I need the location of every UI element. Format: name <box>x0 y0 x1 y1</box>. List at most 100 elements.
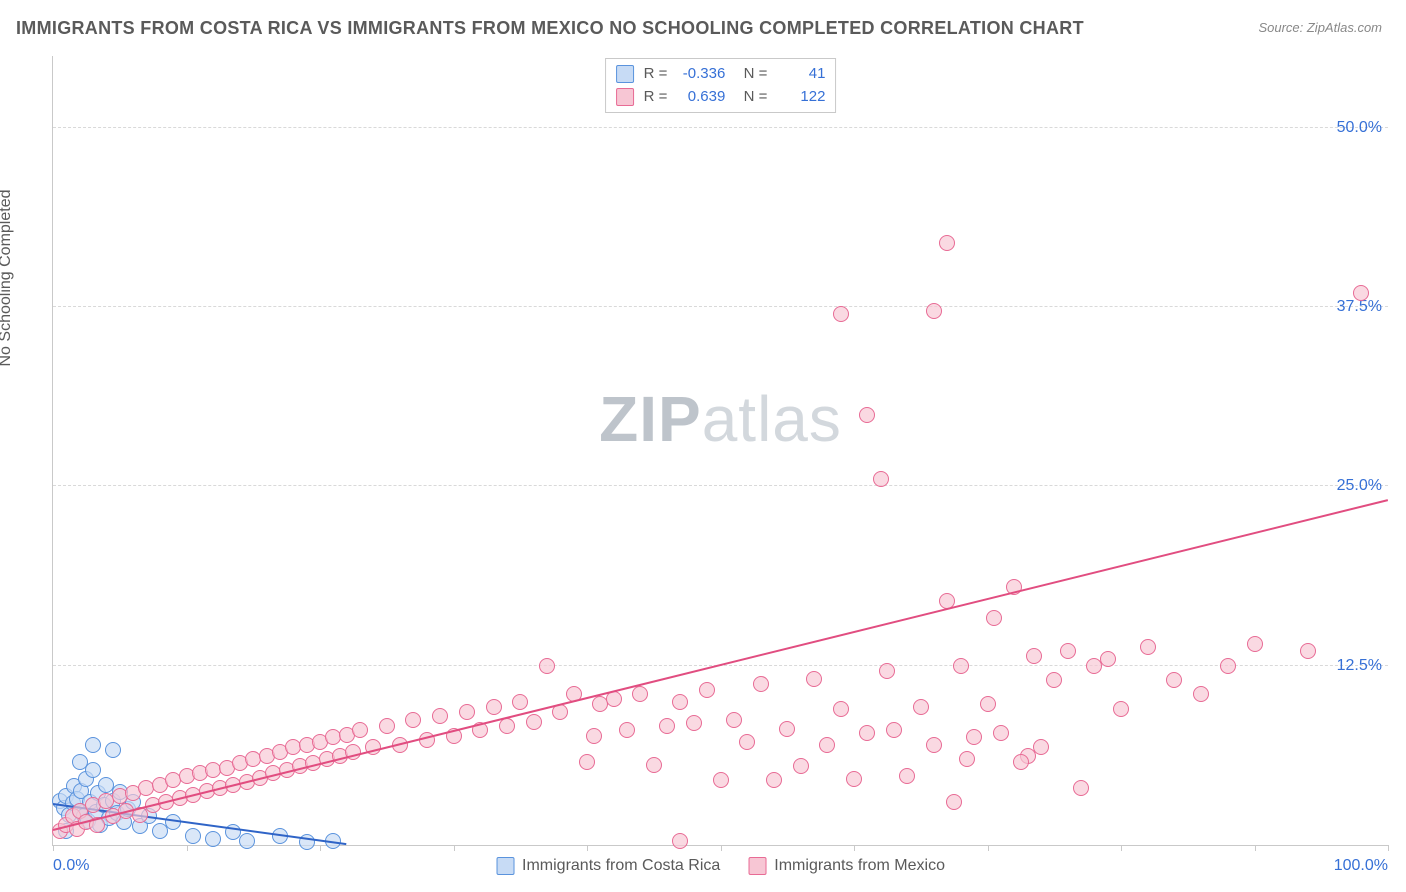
x-tick <box>988 845 989 851</box>
scatter-point-mexico <box>486 699 502 715</box>
scatter-point-mexico <box>926 303 942 319</box>
scatter-point-mexico <box>913 699 929 715</box>
scatter-point-mexico <box>539 658 555 674</box>
scatter-point-costa_rica <box>105 742 121 758</box>
scatter-point-mexico <box>659 718 675 734</box>
scatter-point-mexico <box>352 722 368 738</box>
scatter-point-mexico <box>632 686 648 702</box>
scatter-point-mexico <box>1300 643 1316 659</box>
x-tick <box>320 845 321 851</box>
swatch-costa-rica <box>616 65 634 83</box>
scatter-point-mexico <box>405 712 421 728</box>
scatter-point-mexico <box>1013 754 1029 770</box>
gridline <box>53 306 1388 307</box>
scatter-point-mexico <box>986 610 1002 626</box>
swatch-mexico-icon <box>748 857 766 875</box>
legend-item-mexico: Immigrants from Mexico <box>748 857 945 875</box>
scatter-point-mexico <box>686 715 702 731</box>
scatter-point-mexico <box>579 754 595 770</box>
y-tick-label: 50.0% <box>1337 119 1382 137</box>
scatter-point-mexico <box>1193 686 1209 702</box>
scatter-point-mexico <box>879 663 895 679</box>
scatter-point-mexico <box>1140 639 1156 655</box>
swatch-mexico <box>616 88 634 106</box>
scatter-point-costa_rica <box>85 737 101 753</box>
swatch-costa-rica-icon <box>496 857 514 875</box>
legend-row-mexico: R =0.639 N =122 <box>616 86 826 109</box>
scatter-point-mexico <box>726 712 742 728</box>
scatter-point-mexico <box>739 734 755 750</box>
x-tick <box>454 845 455 851</box>
scatter-point-mexico <box>859 725 875 741</box>
scatter-point-mexico <box>1247 636 1263 652</box>
scatter-point-mexico <box>859 407 875 423</box>
y-axis-label: No Schooling Completed <box>0 190 15 367</box>
x-tick <box>1255 845 1256 851</box>
scatter-point-mexico <box>1060 643 1076 659</box>
scatter-point-mexico <box>833 306 849 322</box>
scatter-point-mexico <box>946 794 962 810</box>
scatter-point-mexico <box>959 751 975 767</box>
scatter-point-mexico <box>512 694 528 710</box>
x-axis-min-label: 0.0% <box>53 857 89 875</box>
legend-label: Immigrants from Mexico <box>774 857 945 875</box>
scatter-point-mexico <box>993 725 1009 741</box>
correlation-legend: R =-0.336 N =41 R =0.639 N =122 <box>605 58 837 113</box>
scatter-point-mexico <box>833 701 849 717</box>
scatter-point-mexico <box>1353 285 1369 301</box>
x-tick <box>187 845 188 851</box>
scatter-point-mexico <box>793 758 809 774</box>
scatter-point-mexico <box>672 833 688 849</box>
legend-label: Immigrants from Costa Rica <box>522 857 720 875</box>
x-tick <box>1121 845 1122 851</box>
scatter-point-mexico <box>966 729 982 745</box>
scatter-point-mexico <box>1026 648 1042 664</box>
scatter-point-mexico <box>1220 658 1236 674</box>
scatter-point-mexico <box>619 722 635 738</box>
scatter-point-mexico <box>432 708 448 724</box>
scatter-point-mexico <box>1073 780 1089 796</box>
scatter-point-mexico <box>779 721 795 737</box>
x-axis-max-label: 100.0% <box>1334 857 1388 875</box>
scatter-point-mexico <box>1113 701 1129 717</box>
scatter-point-mexico <box>1033 739 1049 755</box>
y-tick-label: 37.5% <box>1337 298 1382 316</box>
y-tick-label: 25.0% <box>1337 477 1382 495</box>
scatter-point-mexico <box>819 737 835 753</box>
x-tick <box>53 845 54 851</box>
scatter-point-costa_rica <box>185 828 201 844</box>
series-legend: Immigrants from Costa Rica Immigrants fr… <box>496 857 945 875</box>
gridline <box>53 485 1388 486</box>
plot-area: ZIPatlas R =-0.336 N =41 R =0.639 N =122… <box>52 56 1388 846</box>
chart-title: IMMIGRANTS FROM COSTA RICA VS IMMIGRANTS… <box>16 18 1084 39</box>
scatter-point-mexico <box>672 694 688 710</box>
scatter-point-mexico <box>499 718 515 734</box>
scatter-point-mexico <box>926 737 942 753</box>
scatter-point-mexico <box>586 728 602 744</box>
scatter-point-costa_rica <box>205 831 221 847</box>
scatter-point-mexico <box>459 704 475 720</box>
scatter-point-mexico <box>713 772 729 788</box>
scatter-point-mexico <box>899 768 915 784</box>
legend-item-costa-rica: Immigrants from Costa Rica <box>496 857 720 875</box>
source-attribution: Source: ZipAtlas.com <box>1258 20 1382 35</box>
scatter-point-mexico <box>1046 672 1062 688</box>
scatter-point-mexico <box>699 682 715 698</box>
scatter-point-mexico <box>379 718 395 734</box>
scatter-point-mexico <box>753 676 769 692</box>
scatter-point-mexico <box>886 722 902 738</box>
x-tick <box>854 845 855 851</box>
scatter-point-mexico <box>806 671 822 687</box>
scatter-point-mexico <box>953 658 969 674</box>
watermark: ZIPatlas <box>599 382 842 456</box>
scatter-point-mexico <box>980 696 996 712</box>
scatter-point-mexico <box>1100 651 1116 667</box>
scatter-point-mexico <box>939 235 955 251</box>
gridline <box>53 127 1388 128</box>
scatter-point-costa_rica <box>239 833 255 849</box>
y-tick-label: 12.5% <box>1337 657 1382 675</box>
scatter-point-costa_rica <box>72 754 88 770</box>
scatter-point-costa_rica <box>85 762 101 778</box>
scatter-point-mexico <box>526 714 542 730</box>
x-tick <box>721 845 722 851</box>
